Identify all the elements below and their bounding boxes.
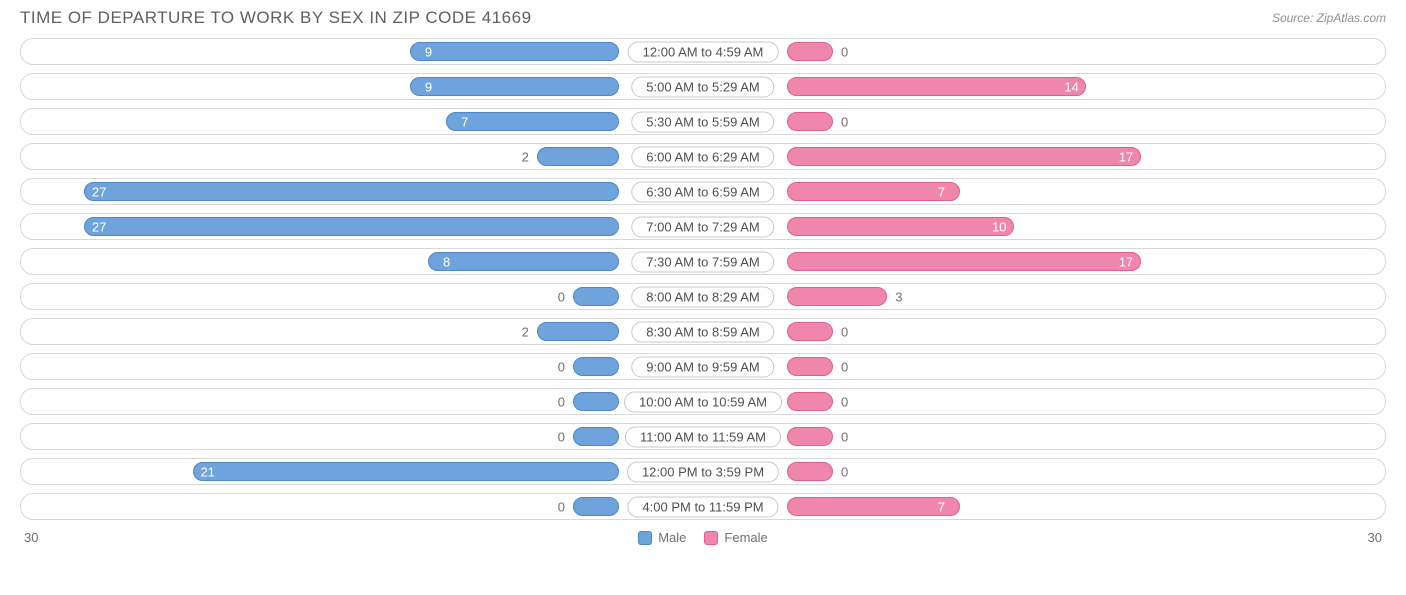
- chart-row: 5:00 AM to 5:29 AM 9 14: [20, 73, 1386, 100]
- row-category-label: 10:00 AM to 10:59 AM: [624, 391, 782, 412]
- male-bar: [573, 497, 619, 516]
- male-value: 27: [92, 184, 106, 199]
- chart-row: 5:30 AM to 5:59 AM 7 0: [20, 108, 1386, 135]
- male-value: 0: [558, 499, 565, 514]
- female-value: 0: [841, 464, 848, 479]
- axis-right-max: 30: [1368, 530, 1382, 545]
- row-category-label: 12:00 PM to 3:59 PM: [627, 461, 779, 482]
- female-value: 0: [841, 394, 848, 409]
- row-category-label: 5:30 AM to 5:59 AM: [631, 111, 774, 132]
- female-bar: [787, 112, 833, 131]
- female-value: 17: [1119, 254, 1133, 269]
- female-value: 0: [841, 44, 848, 59]
- row-category-label: 11:00 AM to 11:59 AM: [625, 426, 781, 447]
- male-bar: [84, 182, 619, 201]
- male-value: 0: [558, 289, 565, 304]
- chart-row: 9:00 AM to 9:59 AM 0 0: [20, 353, 1386, 380]
- male-value: 8: [443, 254, 450, 269]
- male-value: 7: [461, 114, 468, 129]
- male-bar: [410, 42, 619, 61]
- female-bar: [787, 462, 833, 481]
- male-bar: [84, 217, 619, 236]
- male-bar: [573, 392, 619, 411]
- row-category-label: 8:30 AM to 8:59 AM: [631, 321, 774, 342]
- female-value: 10: [992, 219, 1006, 234]
- row-category-label: 7:00 AM to 7:29 AM: [631, 216, 774, 237]
- male-bar: [193, 462, 619, 481]
- female-value: 17: [1119, 149, 1133, 164]
- female-value: 14: [1064, 79, 1078, 94]
- female-bar: [787, 77, 1086, 96]
- male-bar: [537, 147, 619, 166]
- female-bar: [787, 287, 887, 306]
- row-category-label: 4:00 PM to 11:59 PM: [627, 496, 778, 517]
- male-value: 0: [558, 394, 565, 409]
- male-value: 0: [558, 429, 565, 444]
- female-value: 0: [841, 429, 848, 444]
- female-bar: [787, 42, 833, 61]
- male-value: 0: [558, 359, 565, 374]
- chart-row: 11:00 AM to 11:59 AM 0 0: [20, 423, 1386, 450]
- female-value: 0: [841, 359, 848, 374]
- chart-footer: 30 Male Female 30: [0, 528, 1406, 545]
- legend-item-male: Male: [638, 530, 686, 545]
- chart-row: 8:30 AM to 8:59 AM 2 0: [20, 318, 1386, 345]
- male-bar: [537, 322, 619, 341]
- female-bar: [787, 147, 1141, 166]
- chart-header: TIME OF DEPARTURE TO WORK BY SEX IN ZIP …: [0, 0, 1406, 38]
- male-bar: [573, 357, 619, 376]
- female-value: 3: [895, 289, 902, 304]
- chart-row: 6:30 AM to 6:59 AM 27 7: [20, 178, 1386, 205]
- legend: Male Female: [638, 530, 768, 545]
- female-value: 0: [841, 324, 848, 339]
- legend-item-female: Female: [704, 530, 767, 545]
- chart-row: 12:00 PM to 3:59 PM 21 0: [20, 458, 1386, 485]
- legend-label-male: Male: [658, 530, 686, 545]
- chart-row: 10:00 AM to 10:59 AM 0 0: [20, 388, 1386, 415]
- row-category-label: 6:00 AM to 6:29 AM: [631, 146, 774, 167]
- chart-row: 7:30 AM to 7:59 AM 8 17: [20, 248, 1386, 275]
- male-value: 2: [522, 149, 529, 164]
- female-bar: [787, 182, 960, 201]
- legend-swatch-male: [638, 531, 652, 545]
- female-bar: [787, 252, 1141, 271]
- female-bar: [787, 392, 833, 411]
- female-value: 7: [938, 184, 945, 199]
- female-bar: [787, 322, 833, 341]
- chart-title: TIME OF DEPARTURE TO WORK BY SEX IN ZIP …: [20, 8, 532, 28]
- legend-swatch-female: [704, 531, 718, 545]
- female-bar: [787, 427, 833, 446]
- row-category-label: 5:00 AM to 5:29 AM: [631, 76, 774, 97]
- male-bar: [428, 252, 619, 271]
- row-category-label: 8:00 AM to 8:29 AM: [631, 286, 774, 307]
- axis-left-max: 30: [24, 530, 38, 545]
- male-bar: [446, 112, 619, 131]
- male-value: 21: [200, 464, 214, 479]
- male-value: 9: [425, 79, 432, 94]
- female-value: 7: [938, 499, 945, 514]
- female-bar: [787, 357, 833, 376]
- chart-source: Source: ZipAtlas.com: [1272, 11, 1386, 25]
- male-bar: [573, 427, 619, 446]
- male-bar: [410, 77, 619, 96]
- row-category-label: 9:00 AM to 9:59 AM: [631, 356, 774, 377]
- chart-row: 6:00 AM to 6:29 AM 2 17: [20, 143, 1386, 170]
- chart-area: 12:00 AM to 4:59 AM 9 0 5:00 AM to 5:29 AM 9…: [0, 38, 1406, 520]
- male-value: 27: [92, 219, 106, 234]
- male-value: 9: [425, 44, 432, 59]
- male-value: 2: [522, 324, 529, 339]
- row-category-label: 12:00 AM to 4:59 AM: [628, 41, 779, 62]
- row-category-label: 6:30 AM to 6:59 AM: [631, 181, 774, 202]
- chart-row: 4:00 PM to 11:59 PM 0 7: [20, 493, 1386, 520]
- row-category-label: 7:30 AM to 7:59 AM: [631, 251, 774, 272]
- female-bar: [787, 217, 1014, 236]
- chart-row: 12:00 AM to 4:59 AM 9 0: [20, 38, 1386, 65]
- female-bar: [787, 497, 960, 516]
- legend-label-female: Female: [724, 530, 767, 545]
- female-value: 0: [841, 114, 848, 129]
- chart-row: 7:00 AM to 7:29 AM 27 10: [20, 213, 1386, 240]
- chart-row: 8:00 AM to 8:29 AM 0 3: [20, 283, 1386, 310]
- male-bar: [573, 287, 619, 306]
